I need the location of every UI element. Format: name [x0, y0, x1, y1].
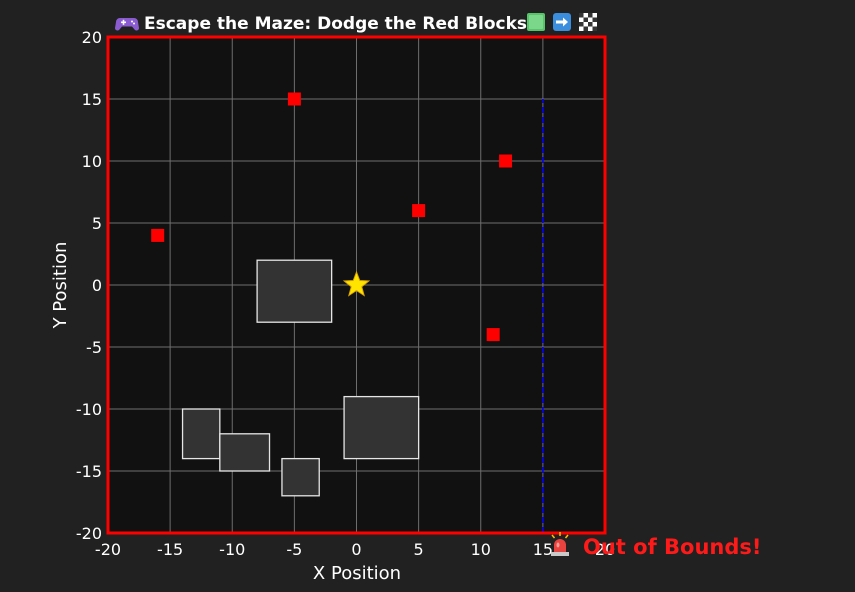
- x-tick-label: -10: [219, 540, 245, 559]
- x-axis-label: X Position: [313, 563, 401, 584]
- x-tick-label: -20: [95, 540, 121, 559]
- x-tick-label: -5: [286, 540, 302, 559]
- enemy-marker: [486, 328, 500, 342]
- y-tick-label: -5: [86, 338, 102, 357]
- gamepad-icon: [115, 18, 139, 31]
- chart-title-group: Escape the Maze: Dodge the Red Blocks!: [115, 13, 597, 34]
- obstacle-block: [281, 457, 320, 497]
- obstacle-block: [256, 259, 333, 323]
- enemy-marker: [412, 204, 426, 218]
- obstacles-group: [181, 259, 420, 497]
- y-tick-label: -10: [76, 400, 102, 419]
- siren-icon: [551, 532, 569, 556]
- enemy-marker: [151, 228, 165, 242]
- out-of-bounds-annotation: Out of Bounds!: [551, 532, 761, 559]
- obstacle-block: [219, 433, 271, 472]
- x-tick-label: 0: [351, 540, 361, 559]
- y-tick-label: -20: [76, 524, 102, 543]
- x-tick-label: 15: [533, 540, 553, 559]
- y-tick-label: 5: [92, 214, 102, 233]
- y-axis-label: Y Position: [50, 242, 71, 330]
- x-tick-label: 10: [471, 540, 491, 559]
- green-square-icon: [527, 13, 545, 31]
- y-tick-label: 10: [82, 152, 102, 171]
- plot-frame: [106, 35, 607, 535]
- y-tick-labels: -20 -15 -10 -5 0 5 10 15 20: [76, 28, 102, 543]
- out-of-bounds-label: Out of Bounds!: [583, 535, 761, 559]
- x-tick-label: -15: [157, 540, 183, 559]
- enemies-group: [151, 92, 513, 342]
- y-tick-label: 0: [92, 276, 102, 295]
- x-tick-label: 5: [414, 540, 424, 559]
- player-group: [342, 270, 371, 297]
- enemy-marker: [287, 92, 301, 106]
- x-tick-labels: -20 -15 -10 -5 0 5 10 15 20: [95, 540, 615, 559]
- chart-title: Escape the Maze: Dodge the Red Blocks!: [144, 14, 535, 34]
- player-star-marker: [342, 270, 371, 297]
- y-tick-label: 15: [82, 90, 102, 109]
- checkered-flag-icon: [579, 13, 597, 31]
- enemy-marker: [499, 154, 513, 168]
- obstacle-block: [343, 395, 420, 460]
- y-tick-label: 20: [82, 28, 102, 47]
- y-tick-label: -15: [76, 462, 102, 481]
- obstacle-block: [181, 408, 221, 460]
- x-tick-label: 20: [595, 540, 615, 559]
- right-arrow-icon: [553, 13, 571, 31]
